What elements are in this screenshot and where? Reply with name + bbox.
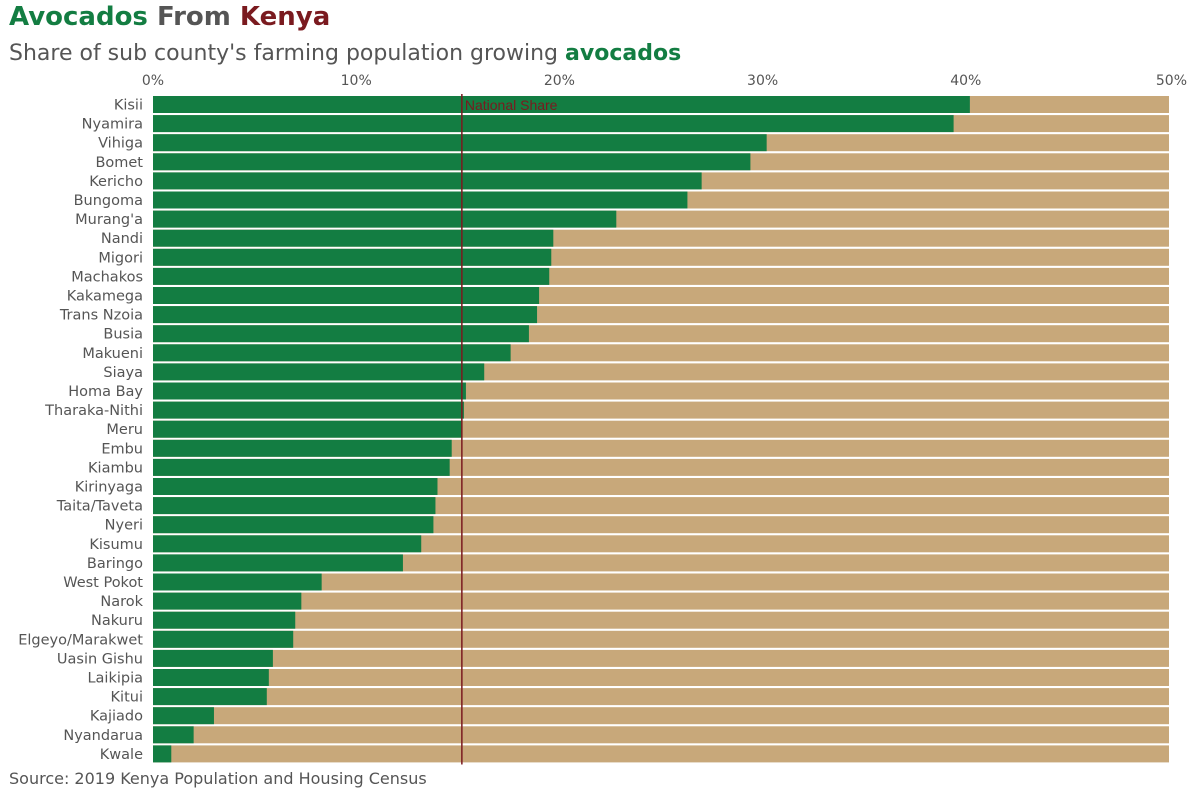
x-tick-label: 30% xyxy=(747,73,778,89)
bar-remainder xyxy=(153,707,1169,725)
category-label: Baringo xyxy=(87,556,143,572)
bar-avocado xyxy=(153,363,485,381)
category-label: Tharaka-Nithi xyxy=(44,403,143,419)
bar-avocado xyxy=(153,420,462,438)
bar-avocado xyxy=(153,516,434,534)
bar-avocado xyxy=(153,458,450,476)
bar-remainder xyxy=(153,592,1169,610)
category-label: Nyeri xyxy=(105,518,143,534)
title-kenya: Kenya xyxy=(239,2,331,32)
bar-avocado xyxy=(153,611,296,629)
bar-avocado xyxy=(153,267,550,285)
category-label: Siaya xyxy=(103,365,143,381)
category-label: Kitui xyxy=(111,690,143,706)
bar-avocado xyxy=(153,669,269,686)
category-label: Kiambu xyxy=(88,460,143,476)
bar-remainder xyxy=(153,745,1169,763)
bar-remainder xyxy=(153,611,1169,629)
category-label: Vihiga xyxy=(98,136,143,152)
bar-avocado xyxy=(153,535,422,553)
source-caption: Source: 2019 Kenya Population and Housin… xyxy=(9,769,427,788)
category-label: Murang'a xyxy=(75,212,143,228)
category-label: Kisii xyxy=(114,98,143,114)
chart-title: Avocados From Kenya xyxy=(9,2,330,32)
bar-avocado xyxy=(153,287,540,304)
bar-avocado xyxy=(153,554,403,572)
bar-remainder xyxy=(153,726,1169,744)
bar-avocado xyxy=(153,229,554,247)
category-label: Elgeyo/Marakwet xyxy=(18,632,143,648)
category-label: Busia xyxy=(103,327,143,343)
category-label: Nandi xyxy=(101,231,143,247)
x-tick-label: 40% xyxy=(950,73,981,89)
bar-avocado xyxy=(153,115,954,133)
title-avocados: Avocados xyxy=(9,2,148,32)
bar-avocado xyxy=(153,497,436,515)
category-label: Kakamega xyxy=(67,289,143,305)
title-from: From xyxy=(156,2,231,32)
category-label: Machakos xyxy=(71,269,143,285)
x-tick-label: 0% xyxy=(142,73,164,89)
bar-avocado xyxy=(153,210,617,228)
bar-avocado xyxy=(153,707,214,725)
bar-avocado xyxy=(153,630,294,648)
category-label: Meru xyxy=(106,422,143,438)
bar-avocado xyxy=(153,745,172,763)
national-share-label: National Share xyxy=(465,97,558,113)
category-label: Makueni xyxy=(82,346,143,362)
bar-remainder xyxy=(153,649,1169,667)
category-label: Kajiado xyxy=(90,709,143,725)
bar-remainder xyxy=(153,688,1169,706)
bar-avocado xyxy=(153,439,452,457)
bar-remainder xyxy=(153,630,1169,648)
bar-avocado xyxy=(153,382,466,400)
category-label: Kericho xyxy=(89,174,143,190)
bar-avocado xyxy=(153,325,529,343)
bar-avocado xyxy=(153,248,552,266)
bar-avocado xyxy=(153,344,511,362)
category-label: Taita/Taveta xyxy=(56,499,143,515)
category-label: Bomet xyxy=(95,155,143,171)
bar-avocado xyxy=(153,688,267,706)
category-label: Kwale xyxy=(100,747,143,763)
x-tick-label: 50% xyxy=(1156,73,1187,89)
bar-avocado xyxy=(153,172,702,190)
category-label: Laikipia xyxy=(87,671,143,687)
bar-avocado xyxy=(153,649,273,667)
bar-avocado xyxy=(153,191,688,209)
category-label: Nyamira xyxy=(82,117,143,133)
category-label: Nakuru xyxy=(91,613,143,629)
bar-avocado xyxy=(153,592,302,610)
bar-avocado xyxy=(153,478,438,495)
x-tick-label: 10% xyxy=(341,73,372,89)
category-label: Embu xyxy=(101,441,143,457)
category-label: West Pokot xyxy=(63,575,143,591)
category-label: Uasin Gishu xyxy=(57,651,143,667)
category-label: Kirinyaga xyxy=(75,480,143,496)
bar-remainder xyxy=(153,554,1169,572)
chart-subtitle: Share of sub county's farming population… xyxy=(9,41,681,66)
bar-avocado xyxy=(153,96,970,113)
subtitle-prefix: Share of sub county's farming population… xyxy=(9,41,566,66)
x-tick-label: 20% xyxy=(544,73,575,89)
category-label: Kisumu xyxy=(89,537,143,553)
category-label: Trans Nzoia xyxy=(59,308,143,324)
bar-avocado xyxy=(153,134,767,152)
bar-avocado xyxy=(153,573,322,591)
bar-avocado xyxy=(153,401,464,419)
bar-avocado xyxy=(153,306,538,324)
category-label: Narok xyxy=(100,594,143,610)
bar-remainder xyxy=(153,573,1169,591)
category-label: Bungoma xyxy=(74,193,143,209)
category-label: Nyandarua xyxy=(63,728,143,744)
category-label: Homa Bay xyxy=(68,384,143,400)
bar-remainder xyxy=(153,669,1169,686)
bar-avocado xyxy=(153,153,751,171)
subtitle-highlight: avocados xyxy=(565,41,682,66)
category-label: Migori xyxy=(98,250,143,266)
bar-avocado xyxy=(153,726,194,744)
